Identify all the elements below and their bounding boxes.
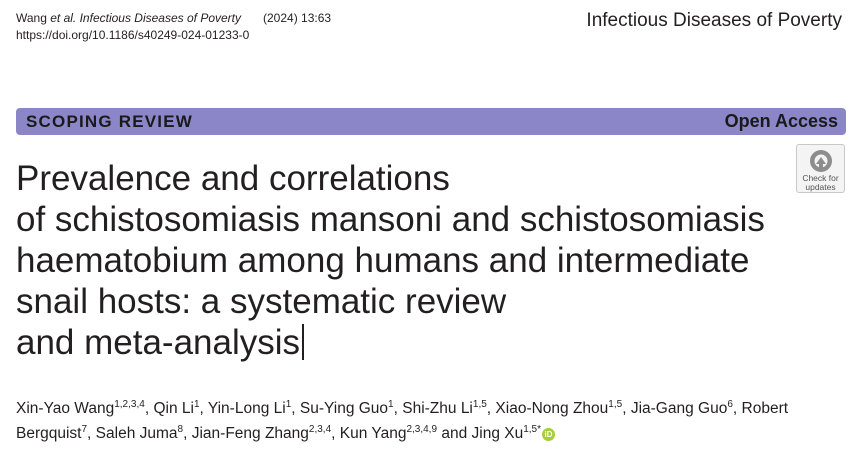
author-affiliation: 1,5 [608, 399, 623, 410]
author-affiliation: 6 [727, 399, 733, 410]
author-affiliation: 1 [285, 399, 292, 410]
author-name[interactable]: Su-Ying Guo [299, 400, 389, 417]
citation-authors: Wang [16, 11, 51, 25]
author-name[interactable]: Saleh Juma [95, 425, 178, 442]
author-affiliation: 2,3,4 [308, 424, 332, 435]
citation-journal: Infectious Diseases of Poverty [76, 11, 242, 25]
check-for-updates-label: Check for updates [802, 173, 839, 192]
author-affiliation: 1,5 [472, 399, 487, 410]
author-affiliation: 1 [193, 399, 200, 410]
orcid-icon[interactable]: iD [542, 428, 556, 441]
author-name[interactable]: Robert Bergquist [16, 400, 789, 442]
author-name[interactable]: Xiao-Nong Zhou [495, 400, 609, 417]
title-line-last: and meta-analysis [16, 322, 856, 363]
title-line: haematobium among humans and intermediat… [16, 241, 750, 280]
citation-year-volume: (2024) 13:63 [263, 11, 332, 25]
author-affiliation: 1,5* [523, 424, 542, 435]
author-name[interactable]: Jing Xu [471, 425, 524, 442]
author-affiliation: 2,3,4,9 [406, 424, 438, 435]
citation-line: Wang et al. Infectious Diseases of Pover… [16, 10, 331, 27]
author-list: Xin-Yao Wang1,2,3,4, Qin Li1, Yin-Long L… [16, 399, 789, 443]
author-name[interactable]: Qin Li [153, 400, 194, 417]
author-name[interactable]: Shi-Zhu Li [402, 400, 473, 417]
doi-link[interactable]: https://doi.org/10.1186/s40249-024-01233… [16, 28, 250, 42]
article-type: SCOPING REVIEW [26, 112, 193, 131]
author-affiliation: 7 [81, 424, 88, 435]
text-cursor [302, 324, 304, 360]
title-line: Prevalence and correlations [16, 159, 450, 198]
title-line: snail hosts: a systematic review [16, 282, 507, 321]
author-name[interactable]: Jian-Feng Zhang [191, 425, 309, 442]
author-name[interactable]: Xin-Yao Wang [16, 400, 115, 417]
author-affiliation: 8 [177, 424, 184, 435]
article-title: Prevalence and correlations of schistoso… [16, 158, 856, 363]
open-access-label: Open Access [724, 111, 838, 131]
author-name[interactable]: Kun Yang [339, 425, 407, 442]
running-header: Wang et al. Infectious Diseases of Pover… [16, 10, 331, 44]
author-conjunction: and [437, 425, 472, 442]
check-for-updates-icon [809, 150, 832, 172]
citation-etal: et al. [50, 11, 77, 25]
journal-name: Infectious Diseases of Poverty [586, 10, 842, 31]
author-affiliation: 1 [388, 399, 394, 410]
article-type-band: SCOPING REVIEW Open Access [16, 108, 846, 135]
title-line: of schistosomiasis mansoni and schistoso… [16, 200, 765, 239]
author-name[interactable]: Jia-Gang Guo [630, 400, 728, 417]
author-affiliation: 1,2,3,4 [114, 399, 145, 410]
check-for-updates-button[interactable]: Check for updates [796, 144, 845, 193]
author-name[interactable]: Yin-Long Li [207, 400, 286, 417]
